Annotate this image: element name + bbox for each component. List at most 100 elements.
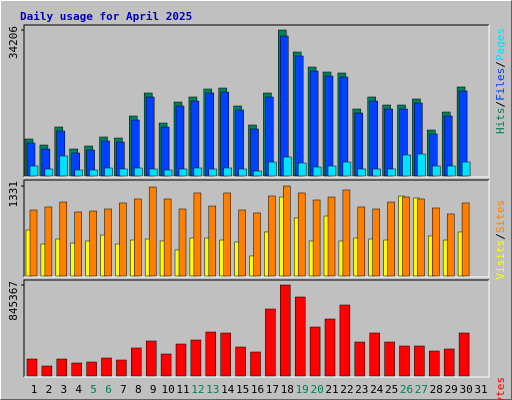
bar	[294, 55, 304, 177]
bar	[387, 201, 395, 277]
bar	[342, 161, 352, 177]
bar	[357, 206, 366, 277]
bar	[148, 168, 158, 177]
bar	[101, 357, 112, 377]
bar	[190, 339, 202, 377]
bar	[223, 192, 231, 277]
bar	[339, 76, 349, 177]
bar	[354, 112, 364, 177]
bar	[145, 340, 157, 377]
panel-edge-light	[24, 25, 490, 178]
panel-edge-light	[24, 180, 490, 278]
bar	[369, 332, 380, 377]
x-tick-label: 25	[385, 383, 398, 396]
bar	[327, 196, 336, 277]
legend-separator: /	[494, 233, 507, 240]
x-tick-label: 8	[135, 383, 142, 396]
x-tick-label: 4	[75, 383, 82, 396]
bar	[89, 169, 98, 177]
bar	[283, 156, 292, 177]
x-tick-label: 6	[105, 383, 112, 396]
bar	[131, 119, 140, 177]
bar	[294, 296, 306, 377]
x-tick-label: 17	[266, 383, 279, 396]
y-tick-label: 34206	[7, 26, 20, 59]
bar	[253, 212, 261, 277]
bar	[312, 199, 321, 277]
x-tick-label: 1	[31, 383, 38, 396]
bar	[384, 108, 393, 177]
bar	[56, 358, 68, 377]
bar	[26, 358, 38, 377]
panel-edge-dark	[23, 179, 489, 277]
bar	[104, 167, 113, 177]
bar	[223, 167, 232, 177]
bar	[148, 186, 157, 277]
bar	[235, 346, 246, 377]
bar	[443, 348, 455, 377]
bar	[59, 201, 68, 277]
x-tick-label: 14	[221, 383, 235, 396]
legend-entry: Files	[494, 68, 507, 101]
bar	[116, 359, 127, 377]
bar	[104, 208, 112, 277]
bar	[458, 332, 470, 377]
bar	[268, 195, 276, 277]
bar	[86, 361, 97, 377]
bar	[208, 168, 218, 177]
bar	[74, 169, 83, 177]
x-tick-label: 28	[430, 383, 443, 396]
bar	[324, 318, 336, 377]
bar	[372, 208, 380, 277]
legend-separator: /	[494, 61, 507, 68]
bar	[193, 192, 202, 277]
bar	[160, 126, 170, 177]
bar	[297, 162, 307, 177]
bar	[41, 365, 53, 377]
x-tick-label: 27	[415, 383, 428, 396]
bar	[339, 304, 351, 377]
bar	[268, 161, 277, 177]
bar	[238, 168, 247, 177]
legend-separator: /	[494, 101, 507, 108]
x-tick-label: 15	[236, 383, 249, 396]
x-tick-label: 29	[445, 383, 458, 396]
bar	[280, 284, 291, 377]
legend: Visits/Sites	[494, 200, 507, 280]
bar	[238, 209, 246, 277]
x-tick-label: 3	[60, 383, 67, 396]
panel-edge-dark	[23, 24, 489, 177]
bar	[402, 196, 410, 277]
x-tick-label: 24	[370, 383, 384, 396]
x-tick-label: 7	[120, 383, 127, 396]
bar	[134, 198, 142, 277]
x-tick-label: 12	[191, 383, 204, 396]
bar	[71, 362, 82, 377]
x-tick-label: 20	[310, 383, 323, 396]
bar	[190, 100, 200, 177]
bar	[175, 343, 187, 377]
bar	[119, 202, 127, 277]
bar	[205, 331, 217, 377]
bar	[145, 96, 155, 177]
x-tick-label: 19	[296, 383, 309, 396]
x-tick-label: 5	[90, 383, 97, 396]
bar	[417, 153, 426, 177]
bar	[357, 168, 367, 177]
x-tick-label: 26	[400, 383, 413, 396]
bar	[265, 308, 276, 377]
bar	[250, 128, 259, 177]
bar	[119, 168, 128, 177]
x-tick-label: 11	[176, 383, 189, 396]
bar	[59, 155, 69, 177]
bar	[134, 167, 143, 177]
legend-entry: Sites	[494, 200, 507, 233]
legend-entry: KBytes	[494, 377, 507, 400]
legend-entry: Hits	[494, 108, 507, 135]
bar	[461, 202, 470, 277]
x-tick-label: 2	[46, 383, 53, 396]
x-tick-label: 13	[206, 383, 219, 396]
bar	[250, 351, 261, 377]
x-tick-label: 23	[355, 383, 368, 396]
